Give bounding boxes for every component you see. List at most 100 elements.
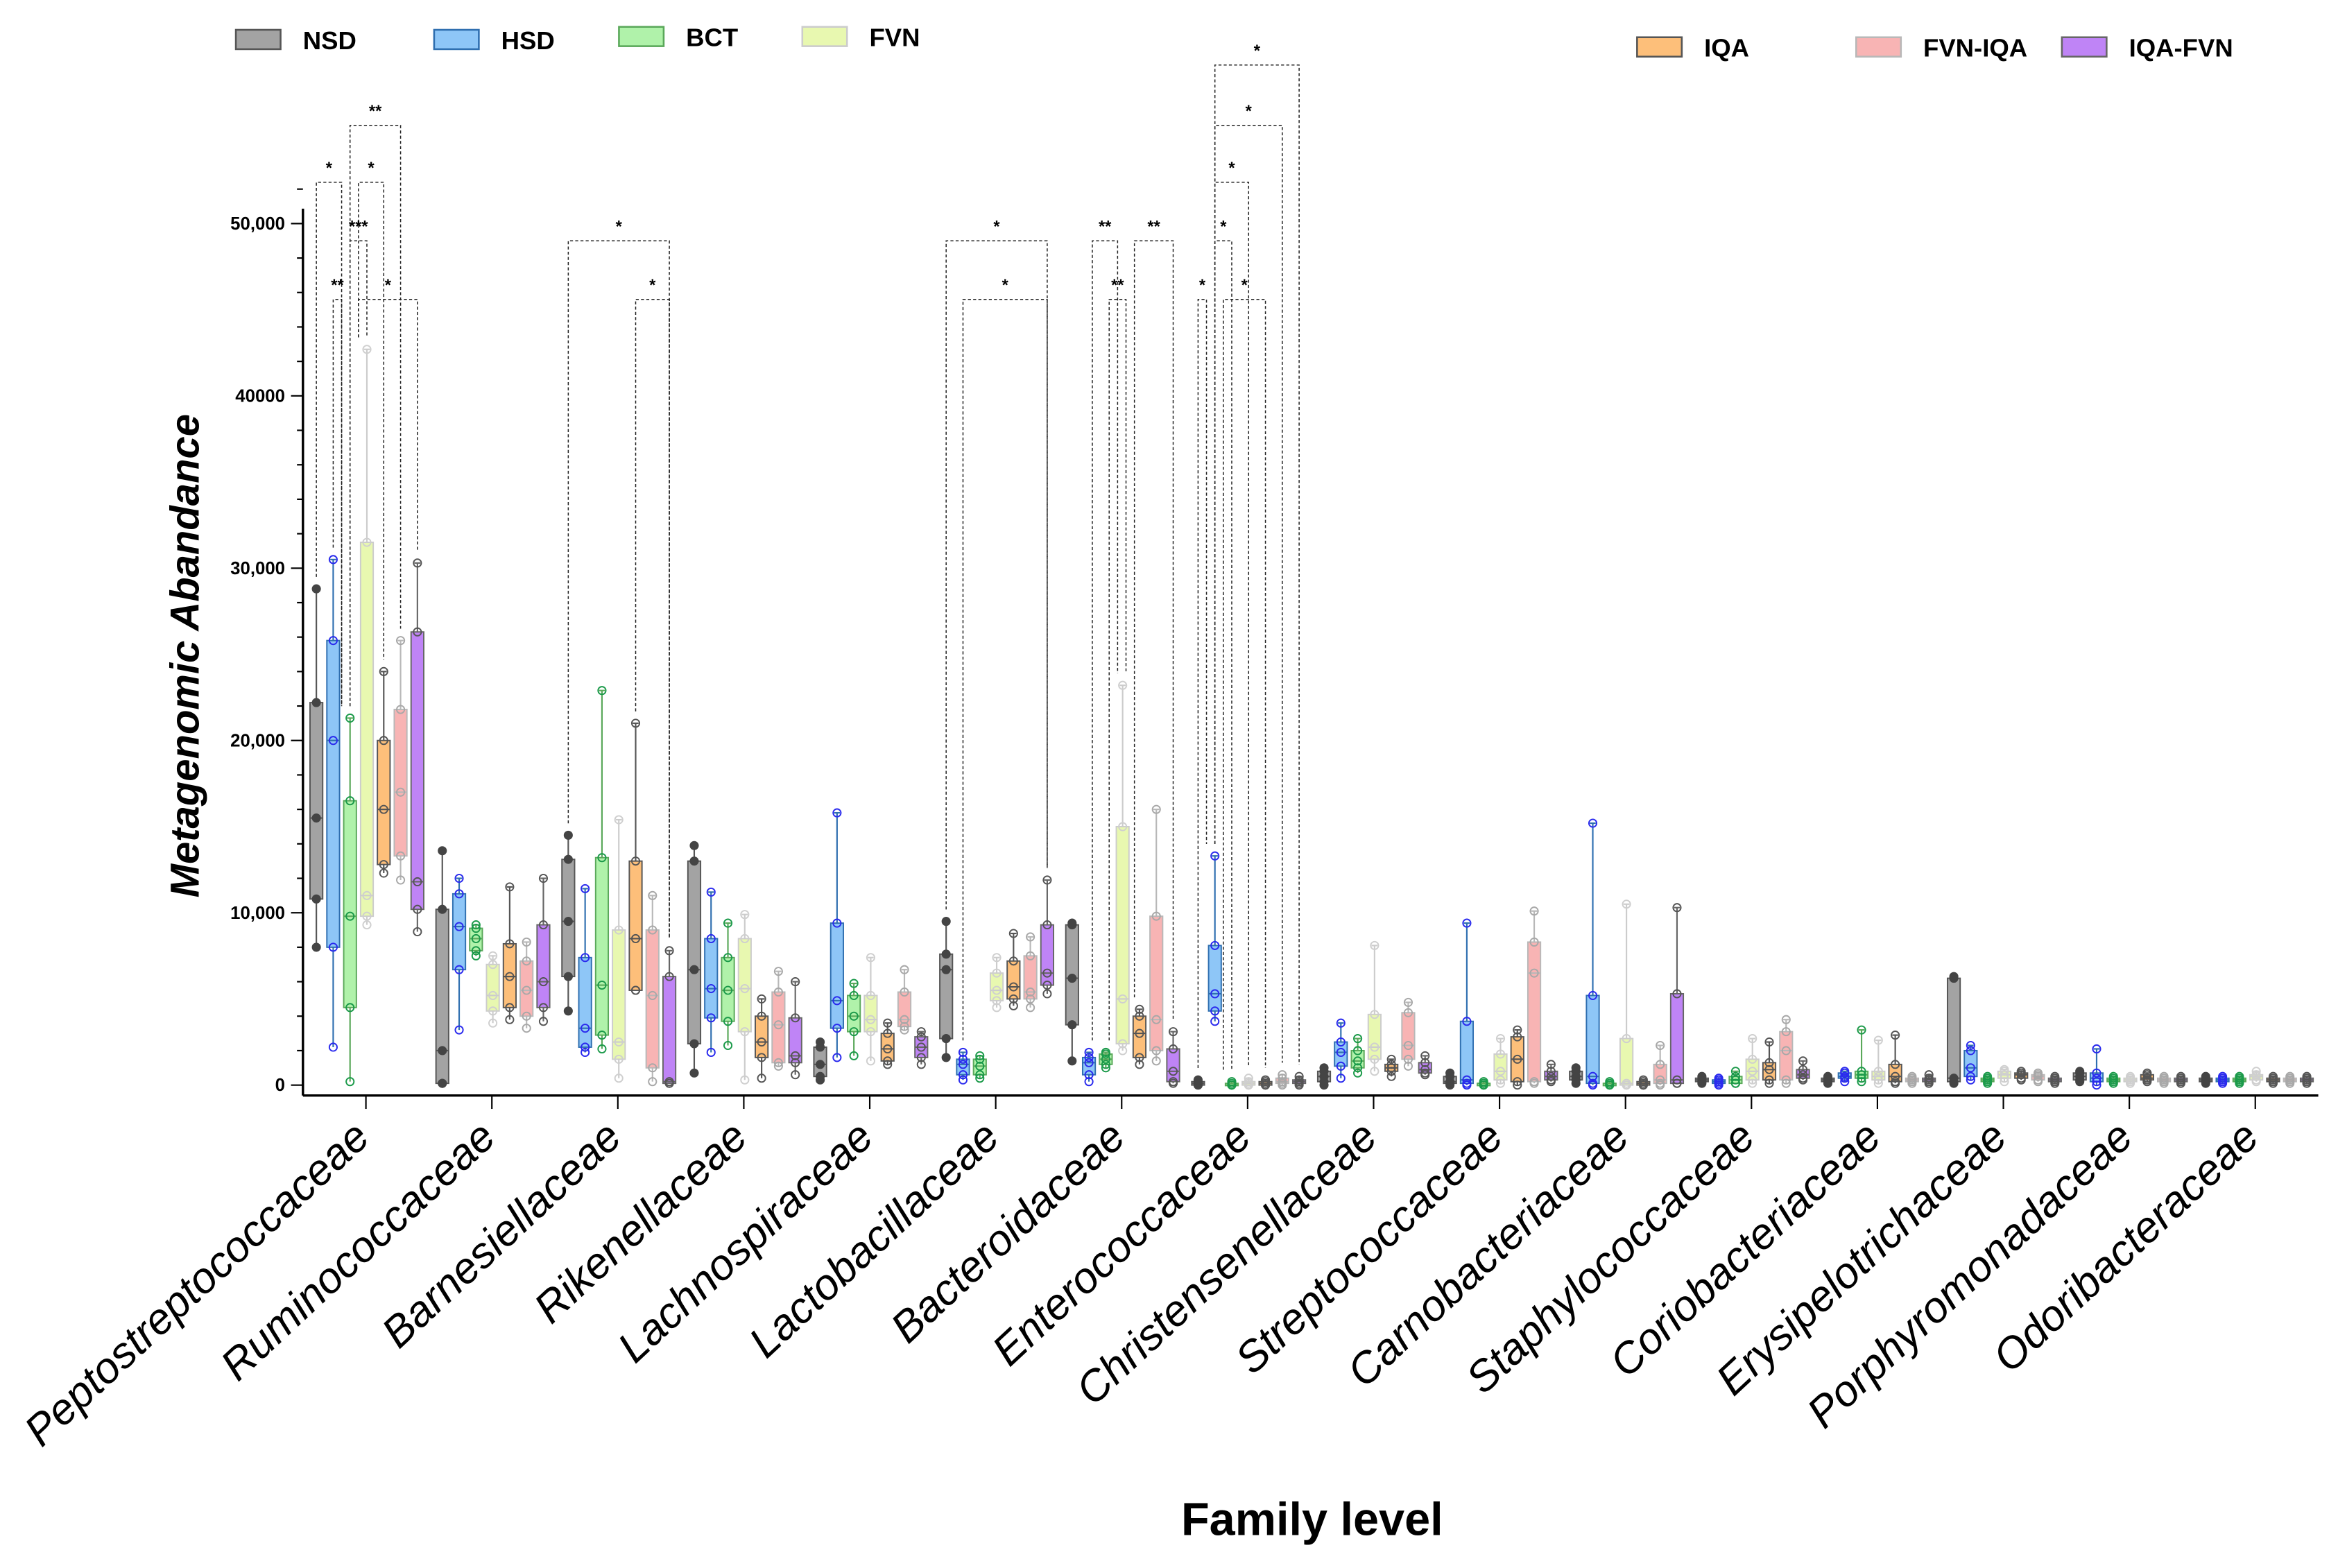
box-fvn bbox=[1493, 1034, 1508, 1088]
data-point bbox=[1588, 1078, 1598, 1088]
data-point bbox=[2033, 1068, 2043, 1078]
box-iqr bbox=[847, 994, 861, 1033]
data-point bbox=[597, 980, 607, 990]
data-point bbox=[1840, 1067, 1850, 1076]
data-point bbox=[1605, 1077, 1615, 1087]
data-point bbox=[2092, 1080, 2101, 1090]
box-iqr bbox=[578, 956, 592, 1048]
data-point bbox=[1873, 1078, 1883, 1088]
data-point bbox=[1656, 1060, 1665, 1069]
box-iqa bbox=[1510, 1025, 1524, 1090]
data-point bbox=[1278, 1074, 1287, 1083]
box-bct bbox=[343, 713, 357, 1087]
data-point bbox=[1748, 1067, 1757, 1076]
data-point bbox=[1697, 1071, 1707, 1081]
data-point bbox=[723, 1017, 733, 1026]
box-nsd bbox=[1694, 1071, 1709, 1088]
bracket-line bbox=[567, 240, 670, 939]
data-point bbox=[849, 990, 859, 1001]
data-point bbox=[1781, 1027, 1791, 1037]
x-axis-title: Family level bbox=[1181, 1494, 1443, 1546]
data-point bbox=[1135, 1011, 1144, 1021]
data-point bbox=[832, 808, 842, 818]
data-point bbox=[1588, 1071, 1598, 1081]
significance-label: ** bbox=[1099, 218, 1112, 236]
data-point bbox=[311, 813, 321, 823]
data-point bbox=[1244, 1077, 1253, 1087]
data-point bbox=[396, 851, 406, 861]
data-point bbox=[1764, 1058, 1774, 1067]
data-point bbox=[1445, 1068, 1455, 1078]
box-iqr bbox=[1006, 960, 1021, 1000]
box-fvn-iqa bbox=[1023, 932, 1038, 1013]
data-point bbox=[538, 920, 549, 930]
box-iqr bbox=[897, 991, 912, 1028]
data-point bbox=[454, 889, 464, 899]
x-axis: PeptostreptococcaceaeRuminococcaceaeBarn… bbox=[15, 1094, 2319, 1456]
data-point bbox=[1622, 899, 1631, 909]
box-fvn-iqa bbox=[1275, 1070, 1289, 1090]
data-point bbox=[941, 949, 951, 959]
data-point bbox=[379, 736, 388, 746]
data-point bbox=[1084, 1070, 1094, 1080]
box-fvn bbox=[1745, 1034, 1760, 1088]
family-label: Rikenellaceae bbox=[525, 1112, 756, 1332]
data-point bbox=[1781, 1015, 1791, 1024]
box-hsd bbox=[1081, 1047, 1097, 1087]
box-hsd bbox=[2215, 1071, 2230, 1088]
significance-bracket: * bbox=[1197, 277, 1207, 1068]
family-group bbox=[1569, 818, 1685, 1090]
data-point bbox=[2092, 1044, 2101, 1054]
data-point bbox=[1656, 1040, 1665, 1051]
data-point bbox=[1118, 1039, 1128, 1049]
data-point bbox=[773, 987, 783, 997]
box-bct bbox=[1602, 1077, 1617, 1090]
data-point bbox=[2201, 1071, 2210, 1081]
data-point bbox=[581, 953, 590, 963]
data-point bbox=[689, 856, 699, 866]
data-point bbox=[1420, 1068, 1430, 1078]
box-iqr bbox=[830, 922, 844, 1029]
box-fvn-iqa bbox=[1653, 1040, 1667, 1090]
legend-label: IQA bbox=[1704, 34, 1749, 62]
data-point bbox=[2235, 1071, 2244, 1081]
data-point bbox=[648, 925, 657, 935]
data-point bbox=[345, 796, 355, 806]
box-iqa bbox=[628, 718, 643, 995]
data-point bbox=[538, 977, 549, 987]
data-point bbox=[630, 856, 641, 866]
data-point bbox=[581, 1042, 590, 1052]
data-point bbox=[1319, 1063, 1329, 1073]
data-point bbox=[992, 985, 1002, 995]
box-fvn bbox=[485, 951, 500, 1028]
data-point bbox=[1008, 994, 1018, 1003]
data-point bbox=[1748, 1078, 1757, 1088]
data-point bbox=[900, 1025, 909, 1035]
family-group bbox=[2199, 1067, 2314, 1088]
data-point bbox=[1353, 1056, 1363, 1066]
box-iqr bbox=[452, 893, 467, 971]
significance-bracket: * bbox=[358, 277, 418, 551]
data-point bbox=[1622, 1034, 1631, 1044]
significance-bracket: * bbox=[962, 277, 1048, 1041]
data-point bbox=[1907, 1071, 1917, 1081]
data-point bbox=[832, 996, 842, 1006]
data-point bbox=[791, 1013, 800, 1023]
data-point bbox=[723, 953, 733, 963]
data-point bbox=[757, 994, 766, 1003]
data-point bbox=[2092, 1068, 2101, 1078]
box-hsd bbox=[1459, 918, 1475, 1090]
data-point bbox=[563, 917, 573, 927]
data-point bbox=[1151, 1015, 1161, 1024]
data-point bbox=[522, 1024, 531, 1033]
data-point bbox=[630, 985, 641, 995]
data-point bbox=[1513, 1080, 1522, 1090]
data-point bbox=[866, 990, 875, 1001]
data-point bbox=[563, 830, 573, 840]
data-point bbox=[791, 1051, 800, 1060]
box-hsd bbox=[452, 873, 467, 1035]
family-group bbox=[435, 846, 551, 1088]
data-point bbox=[706, 983, 716, 994]
data-point bbox=[866, 1015, 875, 1024]
data-point bbox=[488, 990, 498, 1001]
